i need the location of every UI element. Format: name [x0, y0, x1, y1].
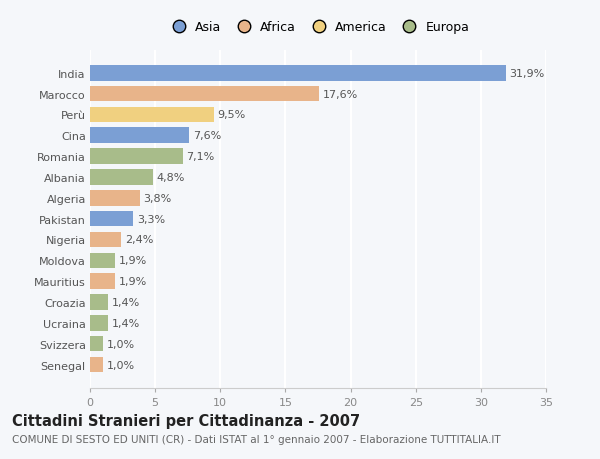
- Bar: [90, 315, 108, 331]
- Bar: [90, 190, 140, 206]
- Text: 7,6%: 7,6%: [193, 131, 221, 141]
- Bar: [90, 170, 152, 185]
- Bar: [90, 149, 182, 165]
- Text: 1,9%: 1,9%: [119, 256, 147, 266]
- Text: 1,0%: 1,0%: [107, 339, 135, 349]
- Text: 17,6%: 17,6%: [323, 90, 358, 100]
- Text: 2,4%: 2,4%: [125, 235, 154, 245]
- Text: 4,8%: 4,8%: [157, 173, 185, 183]
- Text: 9,5%: 9,5%: [218, 110, 246, 120]
- Text: 31,9%: 31,9%: [509, 69, 545, 78]
- Text: COMUNE DI SESTO ED UNITI (CR) - Dati ISTAT al 1° gennaio 2007 - Elaborazione TUT: COMUNE DI SESTO ED UNITI (CR) - Dati IST…: [12, 434, 500, 444]
- Bar: [90, 87, 319, 102]
- Bar: [90, 66, 506, 81]
- Bar: [90, 128, 189, 144]
- Bar: [90, 107, 214, 123]
- Bar: [90, 336, 103, 352]
- Text: 1,4%: 1,4%: [112, 318, 140, 328]
- Bar: [90, 212, 133, 227]
- Text: 3,3%: 3,3%: [137, 214, 165, 224]
- Legend: Asia, Africa, America, Europa: Asia, Africa, America, Europa: [161, 16, 475, 39]
- Text: 1,0%: 1,0%: [107, 360, 135, 369]
- Text: Cittadini Stranieri per Cittadinanza - 2007: Cittadini Stranieri per Cittadinanza - 2…: [12, 413, 360, 428]
- Text: 3,8%: 3,8%: [143, 193, 172, 203]
- Bar: [90, 295, 108, 310]
- Bar: [90, 357, 103, 373]
- Text: 1,9%: 1,9%: [119, 277, 147, 286]
- Bar: [90, 232, 121, 248]
- Bar: [90, 253, 115, 269]
- Text: 7,1%: 7,1%: [187, 152, 215, 162]
- Text: 1,4%: 1,4%: [112, 297, 140, 308]
- Bar: [90, 274, 115, 289]
